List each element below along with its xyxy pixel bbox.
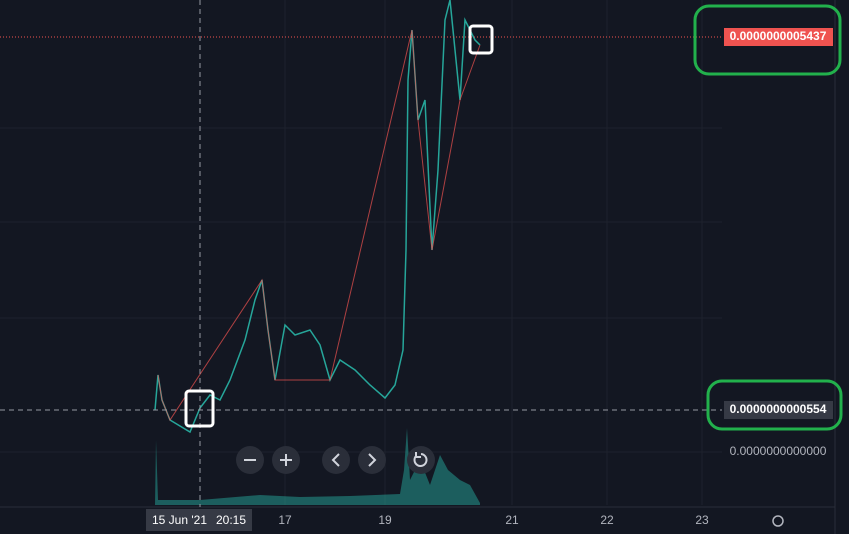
scroll-left-button[interactable] bbox=[322, 446, 350, 474]
crosshair-price-bg bbox=[724, 401, 833, 419]
zoom-out-button[interactable] bbox=[236, 446, 264, 474]
button-bg[interactable] bbox=[322, 446, 350, 474]
price-line-down bbox=[157, 29, 481, 422]
button-bg[interactable] bbox=[358, 446, 386, 474]
button-bg[interactable] bbox=[407, 446, 435, 474]
annotation-oval bbox=[693, 4, 842, 76]
right-icon[interactable] bbox=[368, 453, 377, 467]
annotation-oval bbox=[706, 379, 843, 431]
current-price-label-bg bbox=[724, 28, 833, 46]
reset-icon[interactable] bbox=[413, 452, 428, 467]
crosshair-date: 15 Jun '21 bbox=[152, 513, 207, 527]
scroll-right-button[interactable] bbox=[358, 446, 386, 474]
current-price-label: 0.0000000005437 bbox=[730, 29, 827, 43]
time-label: 17 bbox=[278, 513, 292, 527]
volume-area bbox=[155, 428, 480, 505]
time-label: 19 bbox=[378, 513, 392, 527]
time-label: 23 bbox=[695, 513, 709, 527]
crosshair-time: 20:15 bbox=[216, 513, 246, 527]
zoom-in-button[interactable] bbox=[272, 446, 300, 474]
crosshair-time-bg bbox=[146, 509, 252, 531]
settings-button[interactable] bbox=[772, 515, 784, 527]
reset-button[interactable] bbox=[407, 446, 435, 474]
plus-icon[interactable] bbox=[280, 454, 292, 466]
highlight-box bbox=[184, 389, 215, 428]
time-label: 22 bbox=[600, 513, 614, 527]
base-price-label: 0.0000000000000 bbox=[730, 444, 827, 458]
crosshair-price-label: 0.0000000000554 bbox=[730, 402, 827, 416]
highlight-box bbox=[468, 24, 494, 55]
settings-icon[interactable] bbox=[772, 515, 784, 527]
left-icon[interactable] bbox=[331, 453, 340, 467]
grid bbox=[0, 0, 722, 505]
time-label: 21 bbox=[505, 513, 519, 527]
